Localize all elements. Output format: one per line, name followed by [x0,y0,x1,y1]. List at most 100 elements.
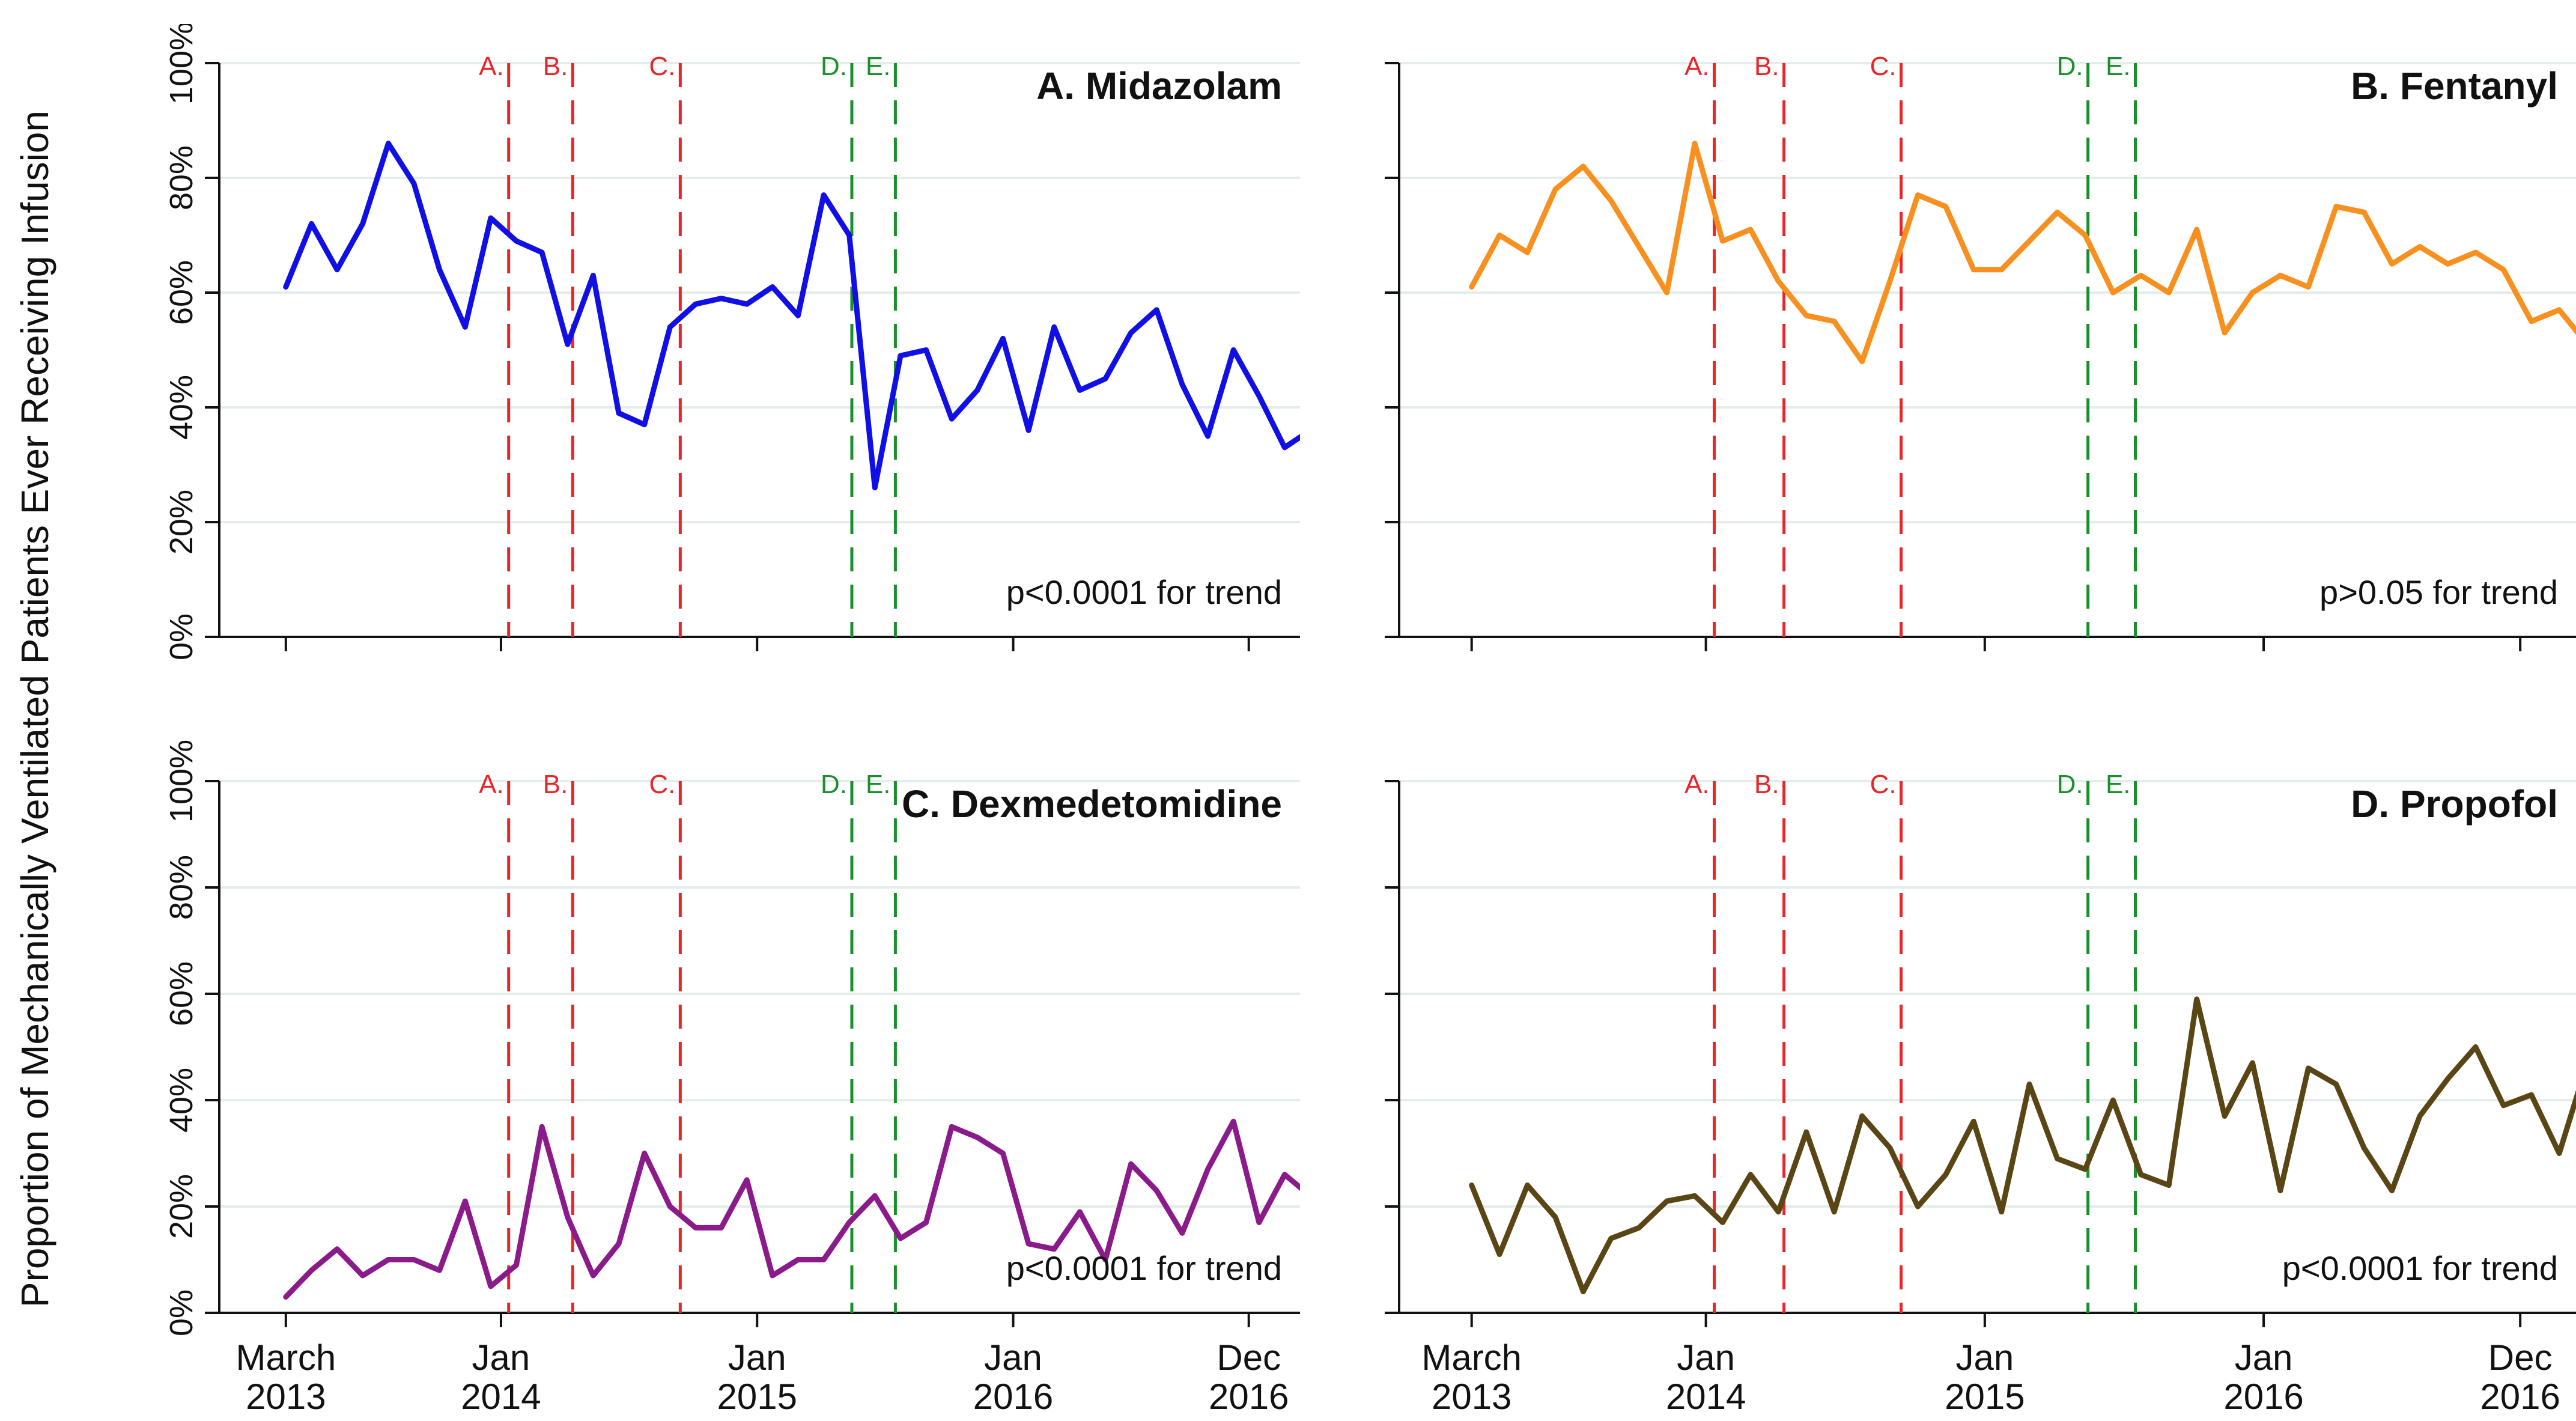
data-point-midazolam [1282,445,1287,450]
event-label: C. [649,770,675,799]
data-point-dexmedetomidine [821,1257,827,1262]
trend-annotation-fentanyl: p>0.05 for trend [2319,573,2558,611]
data-point-dexmedetomidine [923,1220,929,1225]
x-tick-label-line2: 2015 [1945,1377,2025,1417]
data-point-fentanyl [1748,227,1753,232]
event-label: B. [543,52,568,81]
y-tick-label-midazolam: 20% [163,490,199,555]
data-point-fentanyl [2250,290,2255,295]
data-point-propofol [2362,1145,2367,1151]
y-tick-label-midazolam: 80% [163,145,199,210]
data-point-propofol [1832,1209,1837,1214]
data-point-propofol [1888,1145,1893,1151]
data-point-midazolam [411,181,416,186]
data-point-propofol [2138,1172,2143,1177]
data-point-fentanyl [1943,204,1948,209]
data-point-midazolam [974,388,980,393]
data-point-midazolam [1179,382,1185,387]
x-tick-label-line2: 2013 [246,1377,326,1417]
data-point-midazolam [539,250,545,255]
data-point-fentanyl [2362,210,2367,215]
data-point-propofol [1748,1172,1753,1177]
data-point-propofol [1552,1214,1558,1220]
data-point-dexmedetomidine [1103,1257,1108,1262]
data-point-propofol [1525,1182,1530,1188]
data-point-dexmedetomidine [642,1151,647,1156]
data-point-dexmedetomidine [1077,1209,1083,1214]
event-label: D. [2057,770,2083,799]
event-label: B. [1754,52,1779,81]
data-point-midazolam [591,273,596,278]
data-point-dexmedetomidine [872,1193,878,1199]
y-axis-label: Proportion of Mechanically Ventilated Pa… [13,111,56,1307]
x-tick-label-line2: 2016 [2480,1377,2560,1417]
data-point-fentanyl [2277,273,2283,278]
data-point-propofol [2333,1082,2339,1087]
data-point-dexmedetomidine [1154,1188,1159,1193]
data-point-midazolam [309,221,314,227]
data-point-propofol [2389,1188,2395,1193]
data-point-propofol [1859,1113,1865,1119]
data-point-propofol [1581,1289,1586,1294]
event-label: D. [821,52,847,81]
event-label: A. [1684,52,1710,81]
data-point-propofol [2445,1076,2450,1082]
data-point-dexmedetomidine [463,1199,468,1204]
data-point-fentanyl [1915,192,1921,198]
panel-fentanyl: A. B. C. D. E. B. Fentanyl p>0.05 for trend [1385,52,2576,651]
data-point-fentanyl [1888,278,1893,284]
data-point-dexmedetomidine [386,1257,391,1262]
data-point-midazolam [283,284,288,290]
data-point-propofol [2529,1092,2534,1098]
x-tick-label-line2: 2014 [461,1377,541,1417]
data-point-fentanyl [2306,284,2311,290]
data-point-dexmedetomidine [1256,1220,1262,1225]
data-point-propofol [2110,1098,2116,1103]
data-point-dexmedetomidine [770,1273,775,1279]
event-label: D. [2057,52,2083,81]
data-point-midazolam [949,416,955,422]
data-point-fentanyl [1999,267,2004,272]
data-point-midazolam [821,192,827,198]
data-point-propofol [2473,1044,2478,1050]
data-point-propofol [1943,1172,1948,1177]
x-tick-label-line2: 2016 [973,1377,1053,1417]
data-point-dexmedetomidine [1205,1167,1211,1172]
data-point-propofol [1999,1209,2004,1214]
data-point-dexmedetomidine [795,1257,801,1262]
data-point-midazolam [1205,433,1211,439]
data-point-propofol [2417,1113,2423,1119]
data-point-fentanyl [2166,290,2172,295]
data-point-dexmedetomidine [949,1124,955,1130]
data-point-fentanyl [2194,227,2199,232]
data-point-fentanyl [1803,313,1809,318]
data-point-propofol [1776,1209,1781,1214]
x-tick-label-line2: 2015 [717,1377,797,1417]
data-point-midazolam [898,353,903,359]
event-label: A. [1684,770,1710,799]
x-tick-label-line2: 2014 [1666,1377,1746,1417]
data-point-dexmedetomidine [1051,1246,1057,1252]
data-point-midazolam [463,324,468,330]
data-point-propofol [1664,1199,1669,1204]
y-tick-label-midazolam: 0% [163,613,199,660]
data-point-dexmedetomidine [283,1294,288,1300]
x-tick-label-line2: 2016 [1209,1377,1289,1417]
data-point-propofol [2222,1113,2228,1119]
data-point-fentanyl [1552,187,1558,192]
data-point-fentanyl [2222,330,2228,335]
data-point-fentanyl [2138,273,2143,278]
data-point-propofol [1608,1236,1614,1241]
data-point-dexmedetomidine [744,1177,750,1182]
x-tick-label-line1: Jan [472,1337,530,1378]
data-point-midazolam [770,284,775,290]
data-point-fentanyl [1664,290,1669,295]
data-point-propofol [1497,1252,1502,1257]
panel-title-propofol: D. Propofol [2351,782,2558,826]
data-point-fentanyl [1525,250,1530,255]
data-point-dexmedetomidine [898,1236,903,1241]
x-tick-label-line1: Jan [1955,1337,2014,1378]
data-point-fentanyl [2110,290,2116,295]
data-point-propofol [1803,1130,1809,1135]
